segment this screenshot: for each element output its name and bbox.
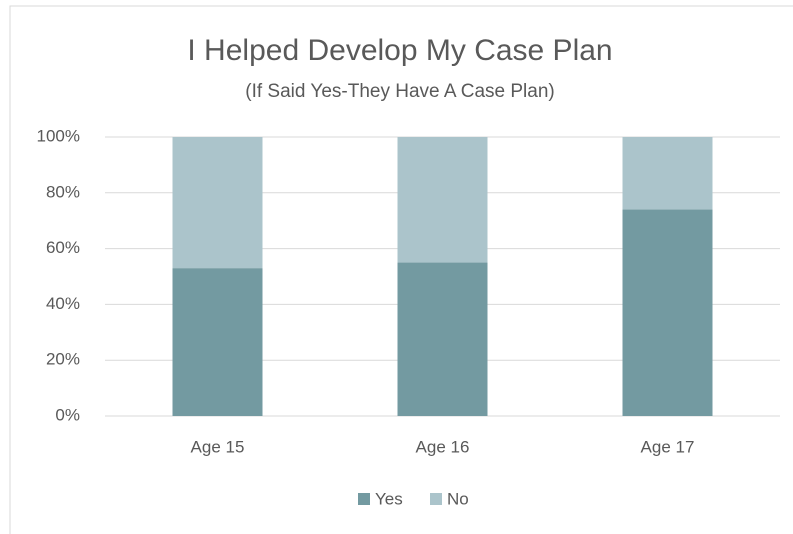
chart-border: [9, 5, 793, 534]
bar-segment: [397, 262, 488, 416]
x-tick-label: Age 15: [191, 437, 245, 456]
legend-label: No: [447, 489, 469, 508]
bar-segment: [172, 137, 263, 269]
x-tick-label: Age 16: [416, 437, 470, 456]
bar-segment: [622, 137, 713, 210]
y-tick-label: 40%: [46, 294, 80, 313]
bar-segment: [172, 268, 263, 416]
bar-segment: [397, 137, 488, 263]
y-tick-label: 80%: [46, 182, 80, 201]
chart-subtitle: (If Said Yes-They Have A Case Plan): [245, 81, 554, 102]
bar-segment: [622, 209, 713, 416]
y-tick-label: 0%: [55, 405, 80, 424]
y-tick-label: 100%: [37, 126, 80, 145]
legend-swatch: [358, 493, 370, 505]
y-tick-label: 20%: [46, 350, 80, 369]
x-tick-label: Age 17: [641, 437, 695, 456]
y-tick-label: 60%: [46, 238, 80, 257]
chart-title: I Helped Develop My Case Plan: [187, 34, 612, 67]
legend-label: Yes: [375, 489, 403, 508]
legend-swatch: [430, 493, 442, 505]
